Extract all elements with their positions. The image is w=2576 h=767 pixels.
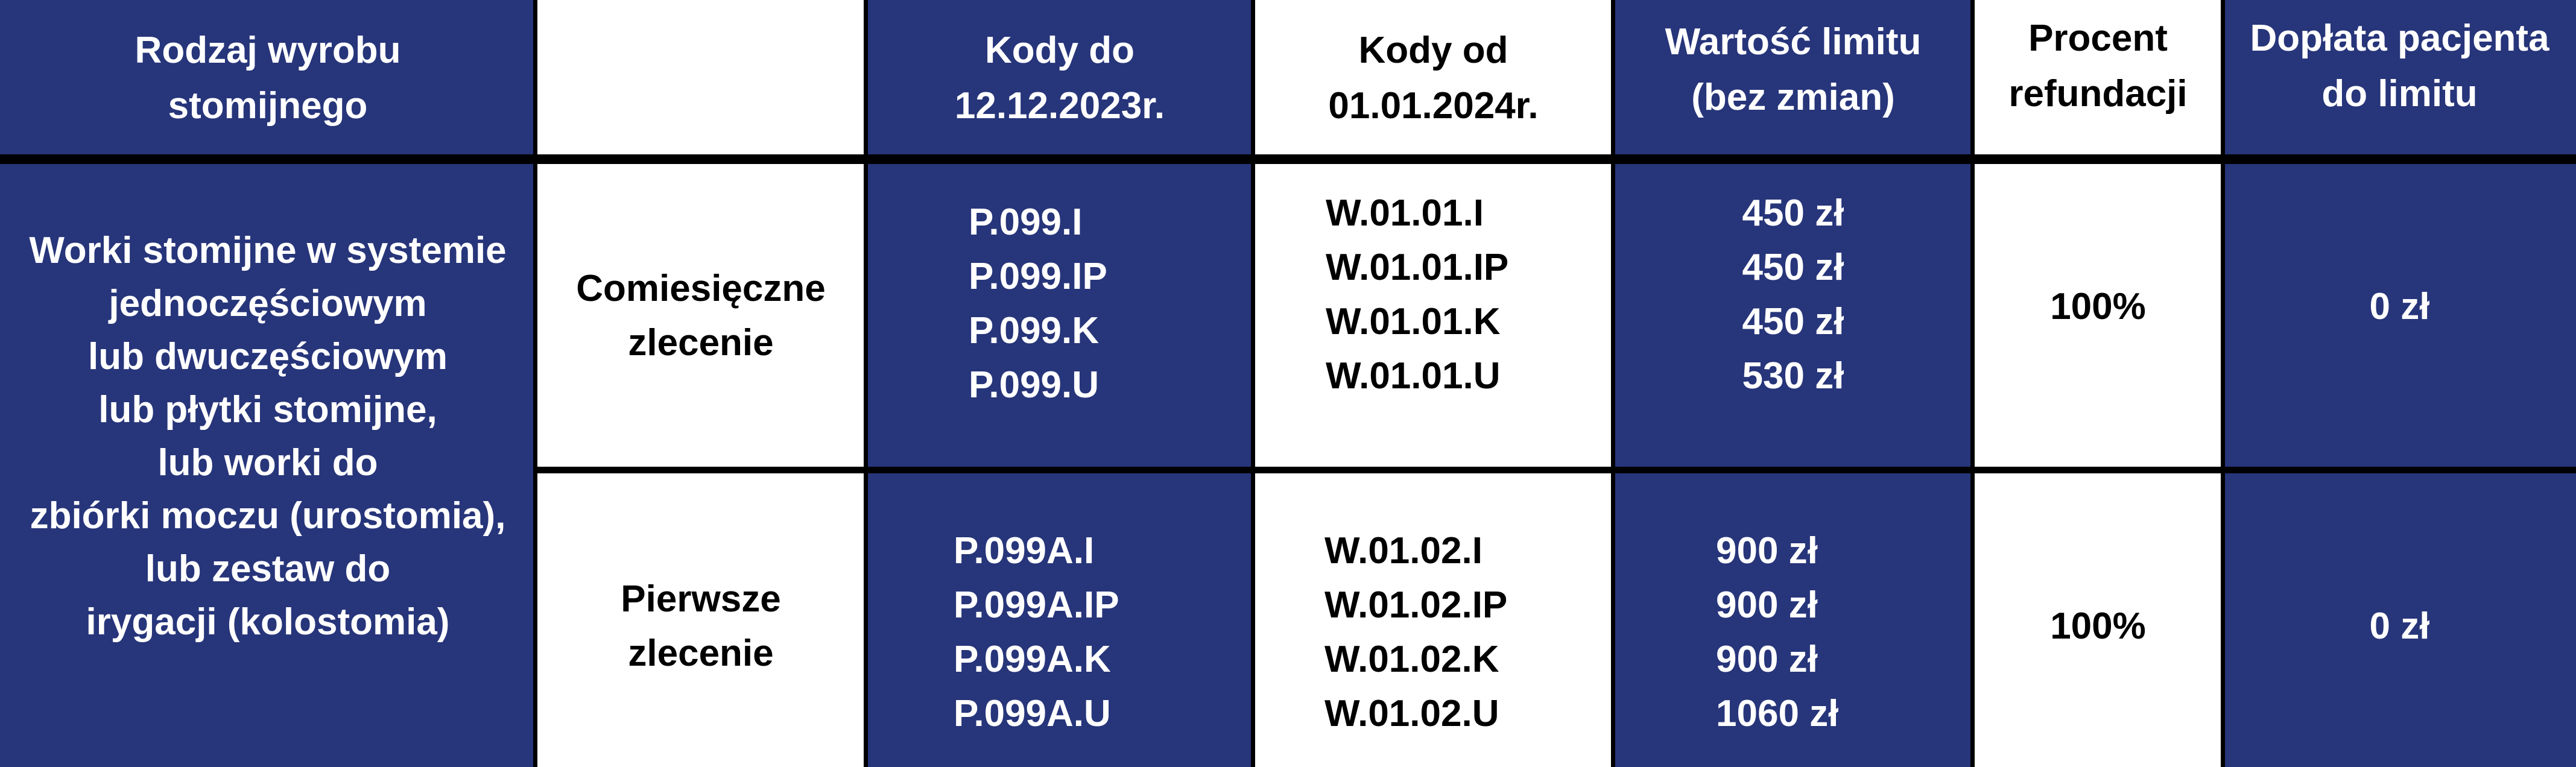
patient-copay-monthly: 0 zł — [2223, 164, 2576, 468]
description-line: jednoczęściowym — [109, 283, 427, 324]
codes-new-monthly: W.01.01.I W.01.01.IP W.01.01.K W.01.01.U — [1253, 164, 1613, 468]
header-text: 01.01.2024r. — [1328, 84, 1539, 127]
header-text: (bez zmian) — [1691, 77, 1895, 118]
header-order-type — [536, 0, 866, 156]
header-patient-copay: Dopłata pacjenta do limitu — [2223, 0, 2576, 156]
refund-percent-first: 100% — [1973, 473, 2223, 767]
header-text: 12.12.2023r. — [954, 84, 1165, 127]
header-text: Wartość limitu — [1665, 21, 1922, 63]
header-text: Kody od — [1358, 29, 1508, 71]
limit-value: 450 zł — [1742, 247, 1844, 288]
code: P.099A.U — [954, 692, 1111, 734]
description-line: Worki stomijne w systemie — [29, 230, 507, 271]
code: P.099.U — [969, 364, 1100, 406]
limit-value: 450 zł — [1742, 192, 1844, 234]
patient-copay: 0 zł — [2369, 605, 2430, 647]
column-divider — [1970, 0, 1975, 767]
header-text: Procent — [2028, 17, 2168, 59]
description-line: irygacji (kolostomia) — [86, 601, 450, 643]
product-description: Worki stomijne w systemie jednoczęściowy… — [0, 164, 536, 767]
column-divider — [533, 0, 537, 767]
limit-value: 1060 zł — [1716, 692, 1839, 734]
code: P.099A.I — [954, 529, 1095, 572]
header-codes-new: Kody od 01.01.2024r. — [1253, 0, 1613, 156]
description-line: lub dwuczęściowym — [87, 336, 448, 377]
description-line: lub płytki stomijne, — [98, 389, 437, 431]
order-type-first: Pierwsze zlecenie — [536, 473, 866, 767]
header-text: Rodzaj wyrobu — [134, 29, 401, 71]
code: P.099.I — [969, 201, 1083, 243]
code: W.01.02.IP — [1324, 584, 1508, 626]
code: P.099.K — [969, 310, 1100, 352]
code: P.099A.K — [954, 638, 1111, 680]
limits-first: 900 zł 900 zł 900 zł 1060 zł — [1613, 473, 1973, 767]
column-divider — [1251, 0, 1255, 767]
codes-old-monthly: P.099.I P.099.IP P.099.K P.099.U — [866, 164, 1253, 468]
codes-old-first: P.099A.I P.099A.IP P.099A.K P.099A.U — [866, 473, 1253, 767]
row-divider — [536, 467, 2576, 473]
code: W.01.01.IP — [1326, 247, 1509, 288]
header-refund-percent: Procent refundacji — [1973, 0, 2223, 156]
refund-percent: 100% — [2050, 605, 2146, 647]
limit-value: 450 zł — [1742, 301, 1844, 342]
limit-value: 530 zł — [1742, 355, 1844, 397]
code: W.01.01.I — [1326, 192, 1484, 234]
header-divider — [0, 154, 2576, 164]
header-text: refundacji — [2008, 73, 2188, 115]
header-text: do limitu — [2321, 73, 2478, 115]
refund-percent: 100% — [2050, 286, 2146, 327]
code: P.099A.IP — [954, 584, 1119, 626]
codes-new-first: W.01.02.I W.01.02.IP W.01.02.K W.01.02.U — [1253, 473, 1613, 767]
code: W.01.02.I — [1324, 529, 1483, 572]
code: W.01.02.K — [1324, 638, 1499, 680]
refund-percent-monthly: 100% — [1973, 164, 2223, 468]
description-line: lub worki do — [157, 442, 378, 484]
header-text: Kody do — [985, 29, 1135, 71]
description-line: zbiórki moczu (urostomia), — [30, 495, 506, 537]
limit-value: 900 zł — [1716, 584, 1818, 626]
code: W.01.01.K — [1326, 301, 1501, 342]
code: P.099.IP — [969, 256, 1107, 297]
code: W.01.02.U — [1324, 692, 1499, 734]
code: W.01.01.U — [1326, 355, 1501, 397]
column-divider — [2221, 0, 2225, 767]
header-product-type: Rodzaj wyrobu stomijnego — [0, 0, 536, 156]
patient-copay-first: 0 zł — [2223, 473, 2576, 767]
limit-value: 900 zł — [1716, 529, 1818, 572]
order-type-text: zlecenie — [628, 322, 774, 364]
column-divider — [1611, 0, 1615, 767]
description-line: lub zestaw do — [145, 548, 391, 590]
order-type-monthly: Comiesięczne zlecenie — [536, 164, 866, 468]
header-limit-value: Wartość limitu (bez zmian) — [1613, 0, 1973, 156]
patient-copay: 0 zł — [2369, 286, 2430, 327]
header-text: stomijnego — [168, 84, 368, 127]
header-text: Dopłata pacjenta — [2250, 17, 2549, 59]
limits-monthly: 450 zł 450 zł 450 zł 530 zł — [1613, 164, 1973, 468]
order-type-text: zlecenie — [628, 632, 774, 674]
order-type-text: Comiesięczne — [576, 268, 826, 309]
column-divider — [864, 0, 868, 767]
limit-value: 900 zł — [1716, 638, 1818, 680]
order-type-text: Pierwsze — [621, 578, 781, 620]
header-codes-old: Kody do 12.12.2023r. — [866, 0, 1253, 156]
